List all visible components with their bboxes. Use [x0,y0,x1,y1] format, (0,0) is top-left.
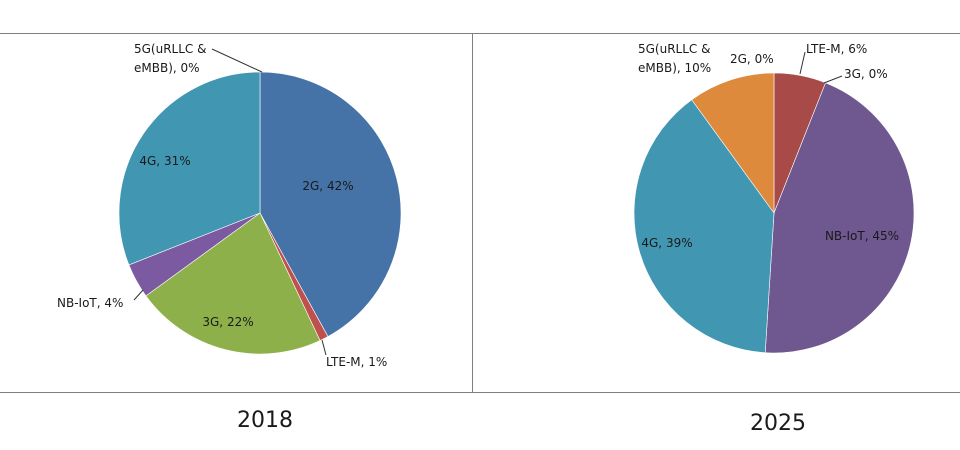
pie-slice-2025-5g-urllc-embb [691,72,775,214]
label-2018-2g: 2G, 42% [302,179,353,193]
leader-2018-5g [211,48,263,73]
year-label-2018: 2018 [237,408,293,433]
label-2018-5g-line1: 5G(uRLLC & [134,42,206,56]
pie-slice-2018-3g [145,212,321,355]
label-2018-4g: 4G, 31% [139,154,190,168]
label-2025-5g-line1: 5G(uRLLC & [638,42,710,56]
pie-slice-2018-2g [259,71,402,337]
leader-2025-3g [823,75,843,84]
label-2025-nbiot: NB-IoT, 45% [825,229,899,243]
pie-labels: 2G, 42% LTE-M, 1% 3G, 22% NB-IoT, 4% 4G,… [57,42,899,369]
label-2018-3g: 3G, 22% [202,315,253,329]
label-2025-4g: 4G, 39% [641,236,692,250]
year-label-2025: 2025 [750,411,806,436]
label-2018-nbiot: NB-IoT, 4% [57,296,123,310]
label-2025-3g: 3G, 0% [844,67,888,81]
leader-2025-ltem [799,51,806,75]
pie-2018 [118,71,402,355]
label-2018-5g-line2: eMBB), 0% [134,61,200,75]
pie-slice-2018-4g [118,71,261,266]
leader-2018-nbiot [133,289,144,301]
pie-slice-2025-nb-iot [764,82,915,354]
label-2025-ltem: LTE-M, 6% [806,42,867,56]
pie-slice-2025-4g [633,99,775,354]
label-2025-2g: 2G, 0% [730,52,774,66]
pie-2025 [633,72,915,354]
leader-2018-ltem [321,339,327,356]
label-2025-5g-line2: eMBB), 10% [638,61,711,75]
label-2018-ltem: LTE-M, 1% [326,355,387,369]
